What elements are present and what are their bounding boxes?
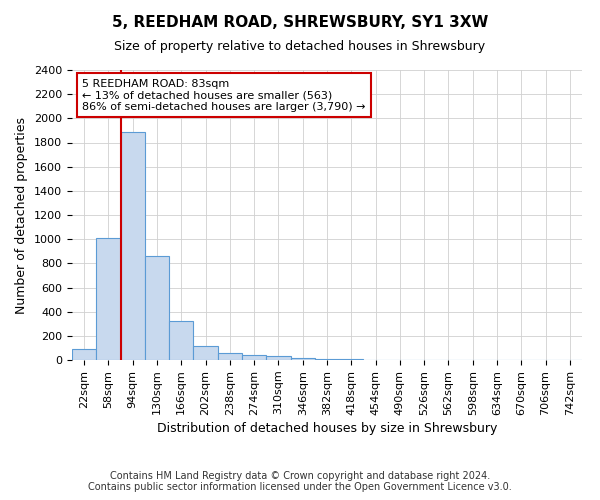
Bar: [266, 356, 290, 360]
Text: 5, REEDHAM ROAD, SHREWSBURY, SY1 3XW: 5, REEDHAM ROAD, SHREWSBURY, SY1 3XW: [112, 15, 488, 30]
Bar: [121, 132, 145, 360]
Bar: [169, 322, 193, 360]
Bar: [218, 354, 242, 360]
Bar: [96, 238, 121, 360]
Bar: [193, 346, 218, 360]
Y-axis label: Number of detached properties: Number of detached properties: [16, 116, 28, 314]
Text: Contains HM Land Registry data © Crown copyright and database right 2024.
Contai: Contains HM Land Registry data © Crown c…: [88, 471, 512, 492]
Bar: [242, 355, 266, 360]
Bar: [72, 349, 96, 360]
Bar: [290, 358, 315, 360]
X-axis label: Distribution of detached houses by size in Shrewsbury: Distribution of detached houses by size …: [157, 422, 497, 435]
Bar: [145, 256, 169, 360]
Text: 5 REEDHAM ROAD: 83sqm
← 13% of detached houses are smaller (563)
86% of semi-det: 5 REEDHAM ROAD: 83sqm ← 13% of detached …: [82, 78, 366, 112]
Text: Size of property relative to detached houses in Shrewsbury: Size of property relative to detached ho…: [115, 40, 485, 53]
